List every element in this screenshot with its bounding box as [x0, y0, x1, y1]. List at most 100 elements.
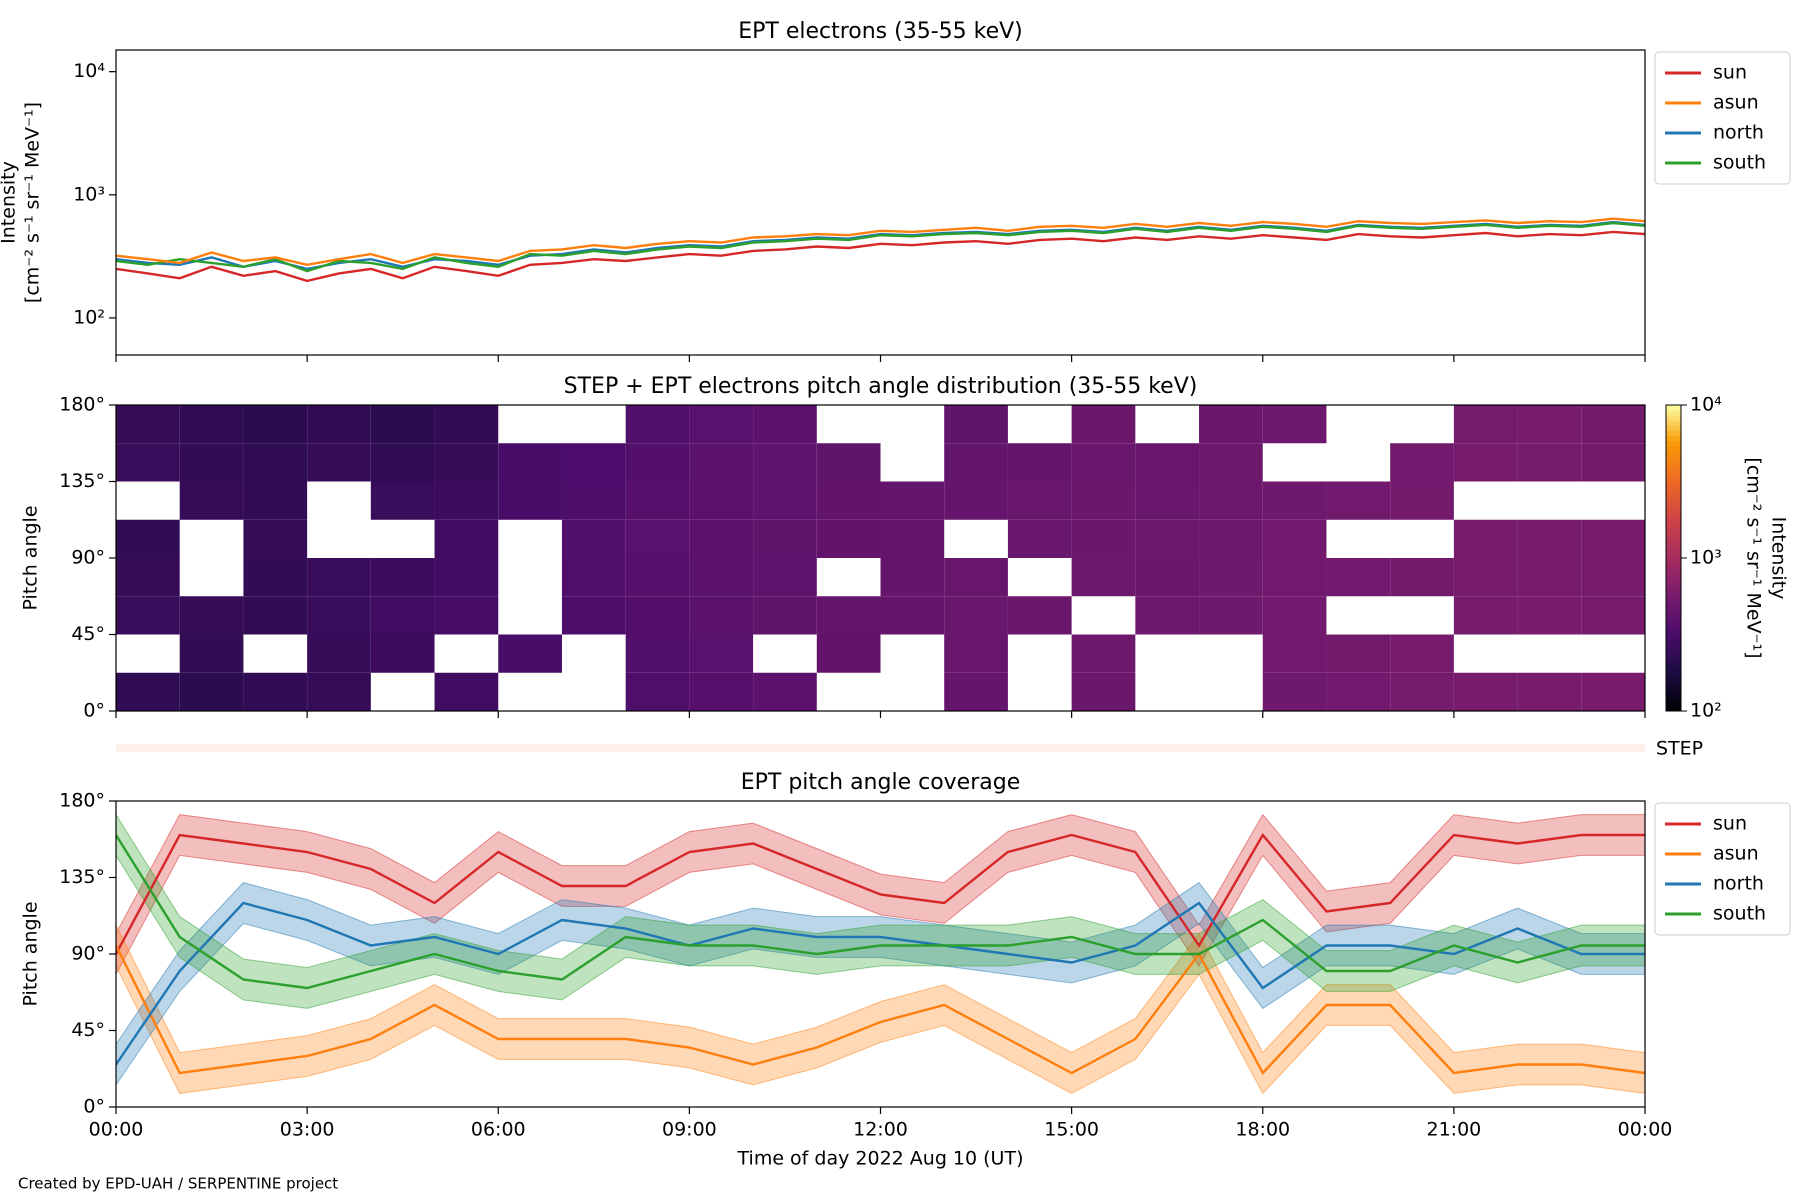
heatmap-cell [561, 596, 626, 635]
heatmap-cell [1326, 672, 1391, 711]
x-tick-label: 21:00 [1426, 1119, 1481, 1141]
heatmap-cell [1453, 443, 1518, 482]
heatmap-cell [1071, 519, 1136, 558]
heatmap-cell [1199, 481, 1263, 520]
colorbar-step [1666, 609, 1681, 615]
colorbar-step [1666, 670, 1681, 676]
heatmap-cell [307, 443, 371, 482]
plot-area [116, 405, 1645, 711]
plot-area [116, 217, 1645, 283]
y-axis-label: Intensity [0, 161, 20, 244]
heatmap-cell [1135, 443, 1200, 482]
colorbar-step [1666, 450, 1681, 457]
heatmap-cell [1390, 634, 1454, 673]
y-tick-label: 90° [71, 547, 105, 569]
y-tick-label: 10⁴ [73, 60, 105, 82]
legend-label: sun [1713, 62, 1747, 84]
heatmap-cell [944, 443, 1008, 482]
heatmap-cell [179, 405, 244, 444]
heatmap-cell [1262, 596, 1327, 635]
colorbar-tick-label: 10³ [1690, 547, 1722, 569]
step-strip [116, 744, 1645, 752]
y-tick-label: 135° [59, 470, 105, 492]
colorbar-step [1666, 665, 1681, 671]
heatmap-cell [1453, 596, 1518, 635]
heatmap-cell [1262, 405, 1327, 444]
heatmap-cell [1517, 558, 1582, 597]
heatmap-cell [1262, 519, 1327, 558]
heatmap-cell [498, 634, 562, 673]
data-line [116, 944, 1645, 1076]
heatmap-cell [1390, 481, 1454, 520]
heatmap-cell [498, 481, 562, 520]
heatmap-cell [625, 519, 690, 558]
heatmap-cell [625, 443, 690, 482]
heatmap-cell [1581, 558, 1645, 597]
panel-title: STEP + EPT electrons pitch angle distrib… [564, 374, 1198, 399]
heatmap-cell [625, 481, 690, 520]
colorbar-step [1666, 466, 1681, 472]
colorbar-step [1666, 456, 1681, 462]
colorbar-step [1666, 603, 1681, 610]
heatmap-cell [1453, 672, 1518, 711]
colorbar-step [1666, 496, 1681, 503]
heatmap-cell [1581, 519, 1645, 558]
heatmap-cell [243, 672, 308, 711]
heatmap-cell [434, 596, 499, 635]
heatmap-cell [689, 558, 754, 597]
heatmap-cell [1453, 519, 1518, 558]
heatmap-cell [1071, 481, 1136, 520]
colorbar-step [1666, 420, 1681, 426]
y-tick-label: 0° [83, 1096, 105, 1118]
colorbar-step [1666, 598, 1681, 605]
heatmap-cell [243, 558, 308, 597]
heatmap-cell [753, 443, 817, 482]
colorbar-step [1666, 654, 1681, 661]
heatmap-cell [434, 672, 499, 711]
colorbar-step [1666, 491, 1681, 498]
heatmap-cell [816, 443, 881, 482]
heatmap-cell [561, 558, 626, 597]
colorbar-tick-label: 10⁴ [1690, 394, 1722, 416]
y-axis-label: Pitch angle [20, 901, 42, 1006]
x-tick-label: 09:00 [662, 1119, 717, 1141]
x-tick-label: 06:00 [471, 1119, 526, 1141]
heatmap-cell [1199, 558, 1263, 597]
colorbar-step [1666, 471, 1681, 477]
heatmap-cell [944, 634, 1008, 673]
colorbar-step [1666, 542, 1681, 549]
heatmap-cell [753, 596, 817, 635]
heatmap-cell [434, 481, 499, 520]
colorbar-step [1666, 501, 1681, 508]
heatmap-cell [1581, 596, 1645, 635]
heatmap-cell [243, 405, 308, 444]
heatmap-cell [1517, 596, 1582, 635]
colorbar-step [1666, 547, 1681, 554]
data-line [116, 834, 1645, 990]
heatmap-cell [116, 405, 180, 444]
heatmap-cell [880, 596, 945, 635]
heatmap-cell [816, 596, 881, 635]
y-tick-label: 0° [83, 700, 105, 722]
heatmap-cell [816, 481, 881, 520]
heatmap-cell [1517, 672, 1582, 711]
legend-box [1654, 802, 1791, 936]
heatmap-cell [1517, 443, 1582, 482]
heatmap-cell [944, 405, 1008, 444]
heatmap-cell [689, 672, 754, 711]
error-band [116, 813, 1645, 1009]
heatmap-cell [434, 443, 499, 482]
heatmap-cell [944, 558, 1008, 597]
heatmap-cell [625, 672, 690, 711]
heatmap-cell [307, 405, 371, 444]
colorbar-step [1666, 619, 1681, 625]
heatmap-cell [116, 672, 180, 711]
x-tick-label: 00:00 [89, 1119, 144, 1141]
colorbar-step [1666, 445, 1681, 452]
panel: EPT electrons (35-55 keV) Intensity [cm⁻² … [0, 19, 1791, 362]
heatmap-cell [1199, 519, 1263, 558]
legend-label: asun [1713, 843, 1759, 865]
heatmap-cell [1199, 405, 1263, 444]
colorbar-step [1666, 517, 1681, 523]
